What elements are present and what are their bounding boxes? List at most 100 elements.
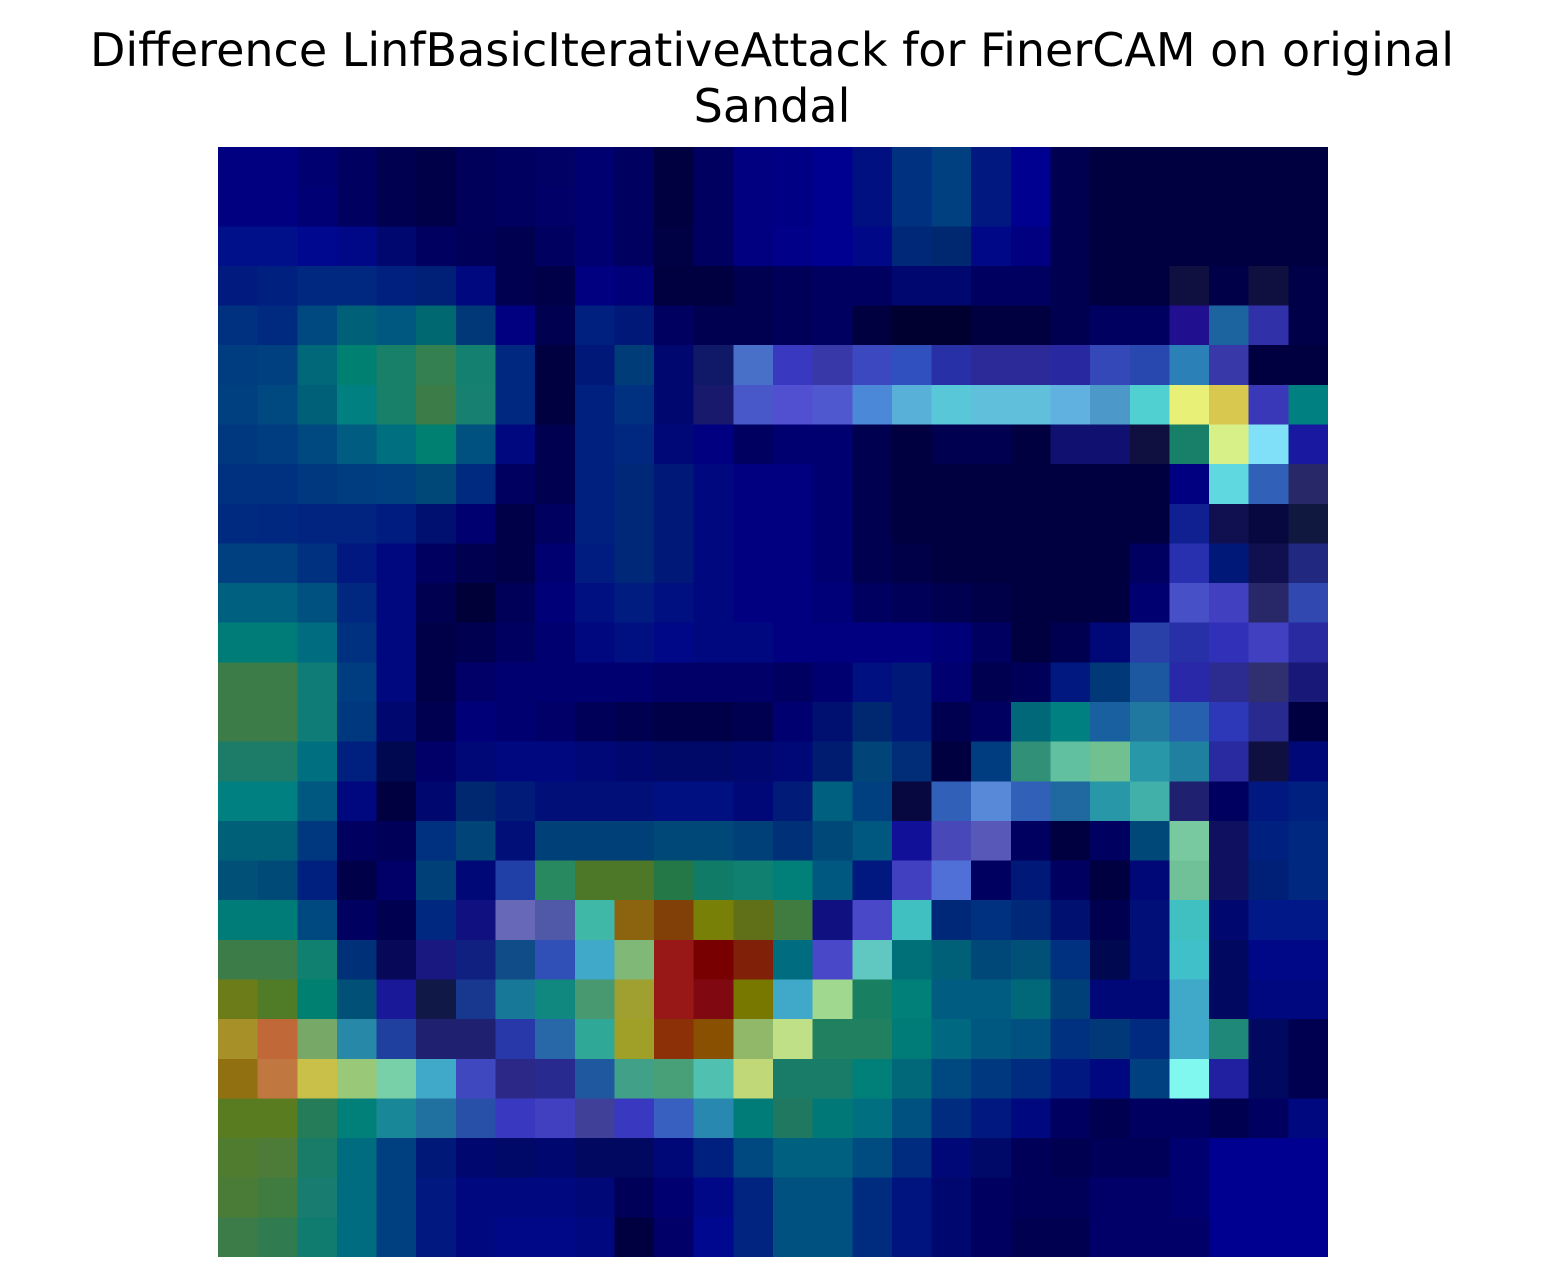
heatmap-cell [891,464,933,505]
heatmap-cell [297,1138,338,1179]
heatmap-cell [733,583,774,624]
heatmap-cell [336,147,378,188]
heatmap-cell [971,464,1012,505]
heatmap-cell [891,900,933,941]
heatmap-cell [574,900,616,941]
heatmap-cell [416,464,457,505]
heatmap-cell [218,265,259,307]
heatmap-cell [416,583,457,624]
heatmap-cell [971,226,1012,267]
heatmap-cell [1209,1019,1250,1060]
heatmap-cell [1050,186,1091,227]
heatmap-cell [812,305,853,346]
heatmap-cell [574,147,616,188]
heatmap-cell [535,265,576,307]
heatmap-cell [455,147,497,188]
heatmap-cell [773,979,814,1020]
heatmap-cell [931,186,972,227]
heatmap-cell [297,345,338,386]
heatmap-cell [931,464,972,505]
heatmap-cell [1248,1138,1289,1179]
heatmap-cell [1010,1098,1052,1139]
heatmap-cell [257,345,298,386]
heatmap-cell [257,860,298,901]
heatmap-cell [852,1138,893,1179]
heatmap-cell [495,464,536,505]
heatmap-cell [654,1098,695,1139]
heatmap-cell [297,147,338,188]
heatmap-cell [1050,900,1091,941]
heatmap-cell [336,781,378,822]
heatmap-cell [773,543,814,584]
heatmap-cell [1288,979,1328,1020]
heatmap-cell [1090,979,1131,1020]
heatmap-cell [971,860,1012,901]
heatmap-cell [733,186,774,227]
heatmap-cell [1010,147,1052,188]
heatmap-cell [812,820,853,862]
heatmap-cell [1169,622,1210,663]
heatmap-cell [1248,781,1289,822]
heatmap-cell [654,583,695,624]
heatmap-cell [654,186,695,227]
heatmap-cell [852,464,893,505]
heatmap-cell [495,305,536,346]
heatmap-cell [614,781,655,822]
heatmap-cell [1288,543,1328,584]
heatmap-cell [971,781,1012,822]
heatmap-cell [1209,583,1250,624]
heatmap-cell [812,464,853,505]
heatmap-cell [1090,464,1131,505]
heatmap-cell [336,622,378,663]
heatmap-cell [218,979,259,1020]
heatmap-cell [1288,1058,1328,1100]
heatmap-cell [773,265,814,307]
heatmap-cell [376,424,417,465]
heatmap-cell [1288,464,1328,505]
heatmap-cell [495,1138,536,1179]
heatmap-cell [1010,1058,1052,1100]
heatmap-cell [1169,939,1210,981]
heatmap-cell [1010,741,1052,782]
heatmap-cell [1090,860,1131,901]
heatmap-cell [336,305,378,346]
heatmap-cell [1010,464,1052,505]
heatmap-cell [1169,265,1210,307]
heatmap-cell [297,1058,338,1100]
heatmap-cell [336,662,378,703]
heatmap-cell [654,702,695,743]
heatmap-cell [1288,503,1328,545]
heatmap-cell [971,702,1012,743]
heatmap-cell [376,1177,417,1218]
heatmap-cell [971,583,1012,624]
heatmap-cell [495,1177,536,1218]
heatmap-cell [218,543,259,584]
heatmap-cell [614,226,655,267]
heatmap-cell [416,1058,457,1100]
heatmap-cell [455,1138,497,1179]
heatmap-cell [1129,345,1171,386]
heatmap-cell [852,979,893,1020]
heatmap-cell [455,265,497,307]
heatmap-cell [297,583,338,624]
heatmap-cell [1129,1217,1171,1257]
heatmap-cell [733,543,774,584]
heatmap-cell [773,662,814,703]
heatmap-cell [336,503,378,545]
heatmap-cell [535,1098,576,1139]
heatmap-cell [812,345,853,386]
heatmap-cell [535,1058,576,1100]
heatmap-cell [1248,662,1289,703]
heatmap-cell [1050,305,1091,346]
heatmap-cell [891,860,933,901]
heatmap-cell [1169,1098,1210,1139]
heatmap-cell [852,860,893,901]
heatmap-cell [1010,583,1052,624]
heatmap-cell [455,305,497,346]
heatmap-cell [376,702,417,743]
heatmap-cell [376,781,417,822]
heatmap-cell [1248,543,1289,584]
heatmap-cell [297,860,338,901]
heatmap-cell [297,1217,338,1257]
heatmap-cell [455,939,497,981]
